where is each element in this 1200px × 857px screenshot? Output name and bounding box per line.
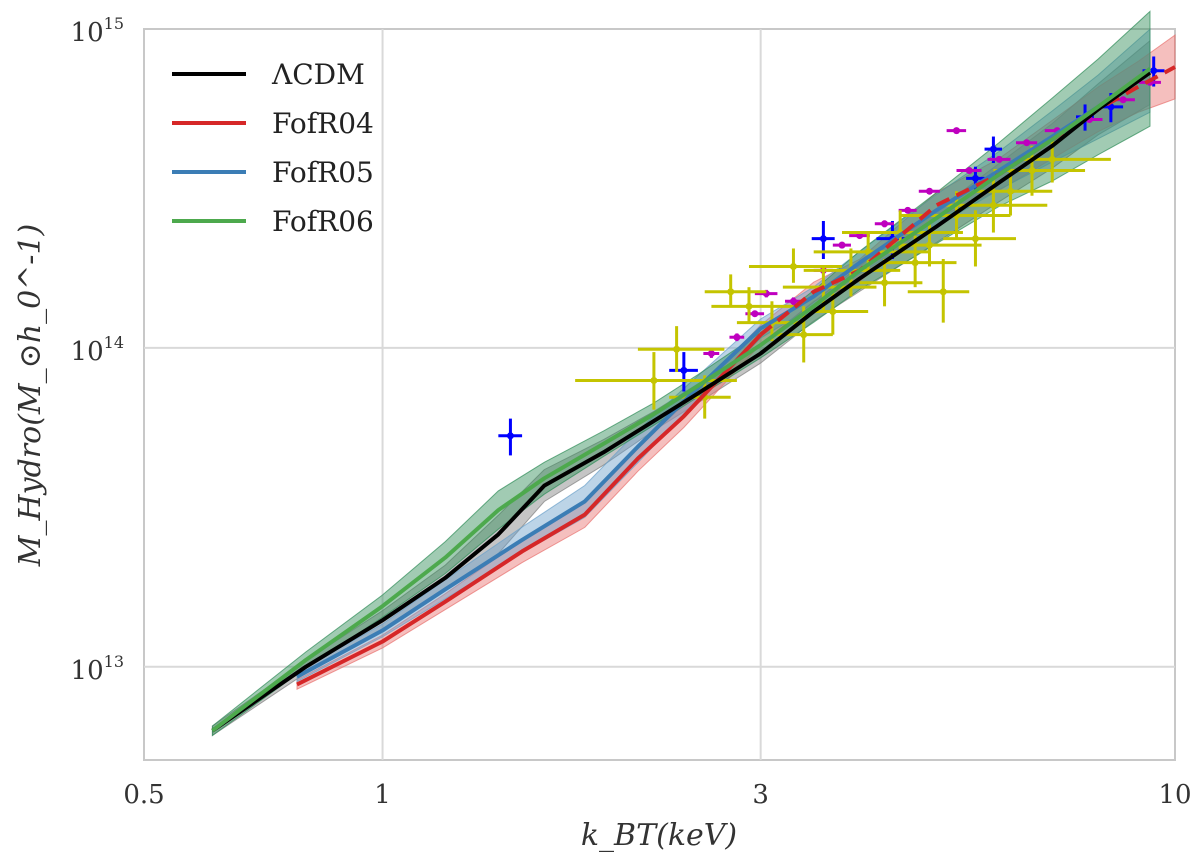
data-point: [898, 206, 917, 214]
data-point-marker: [881, 220, 889, 228]
data-point: [637, 326, 725, 373]
legend-item: FofR04: [172, 107, 374, 140]
x-tick-labels: 0.5 1 3 10: [123, 780, 1191, 810]
data-point: [729, 333, 745, 342]
data-point-marker: [995, 155, 1003, 163]
data-point-marker: [789, 262, 797, 270]
data-point: [748, 248, 842, 283]
data-point-marker: [904, 206, 912, 214]
data-point: [859, 258, 923, 307]
y-tick-label: 1014: [71, 333, 124, 367]
data-point-marker: [881, 279, 889, 287]
y-axis-label: M_Hydro(M_⊙h_0^-1): [13, 224, 48, 567]
data-point-marker: [1023, 139, 1031, 147]
data-point-marker: [650, 377, 658, 385]
data-point: [874, 220, 895, 228]
legend-item: FofR06: [172, 205, 374, 238]
data-point: [918, 187, 940, 195]
legend-item: FofR05: [172, 156, 374, 189]
data-point: [956, 166, 982, 174]
data-point-marker: [707, 350, 715, 358]
data-point-marker: [953, 127, 961, 135]
x-tick-label: 10: [1158, 780, 1191, 810]
data-point-marker: [673, 345, 681, 353]
data-point-marker: [925, 241, 933, 249]
data-point-marker: [971, 235, 979, 243]
data-point-marker: [1028, 166, 1036, 174]
series-line: [211, 70, 1152, 733]
data-point-marker: [733, 333, 741, 341]
data-point: [498, 418, 523, 456]
data-point: [669, 352, 698, 392]
x-tick-label: 3: [752, 780, 769, 810]
data-point: [1015, 139, 1038, 147]
y-axis-title: M_Hydro(M_⊙h_0^-1): [13, 224, 48, 567]
data-point-marker: [1119, 96, 1127, 104]
data-point-marker: [1006, 187, 1014, 195]
series-line: [296, 333, 763, 687]
x-axis-label: k_BT(keV): [581, 818, 737, 853]
series-line: [296, 69, 1152, 679]
data-point-marker: [745, 302, 753, 310]
data-point: [832, 241, 851, 249]
data-point: [984, 136, 1003, 163]
data-point: [946, 127, 967, 135]
data-point-marker: [727, 288, 735, 296]
legend: ΛCDM FofR04 FofR05 FofR06: [172, 58, 374, 238]
legend-label: FofR05: [272, 156, 374, 189]
data-point-marker: [800, 331, 808, 339]
data-point-marker: [751, 310, 759, 318]
data-point: [704, 274, 767, 307]
data-point-marker: [1048, 155, 1056, 163]
y-tick-label: 1013: [71, 652, 124, 686]
data-point: [711, 287, 794, 323]
data-point-marker: [965, 166, 973, 174]
data-point-marker: [829, 308, 837, 316]
data-point-marker: [789, 297, 797, 305]
data-point-marker: [1150, 67, 1158, 75]
x-axis-title: k_BT(keV): [581, 818, 737, 853]
data-point-marker: [989, 145, 997, 153]
data-point-marker: [838, 241, 846, 249]
legend-item: ΛCDM: [172, 58, 365, 91]
y-tick-label: 1015: [71, 14, 124, 48]
legend-label: FofR06: [272, 205, 374, 238]
data-point: [907, 258, 970, 323]
data-point-marker: [680, 366, 688, 374]
data-point-marker: [911, 259, 919, 267]
data-point-marker: [925, 187, 933, 195]
y-tick-labels: 1013 1014 1015: [71, 14, 124, 686]
legend-label: ΛCDM: [271, 58, 365, 91]
data-point-marker: [939, 288, 947, 296]
data-point: [575, 352, 737, 410]
data-point: [884, 220, 982, 267]
series-lines: [211, 65, 1176, 733]
data-point: [943, 210, 1016, 267]
legend-label: FofR04: [272, 107, 374, 140]
x-tick-label: 0.5: [123, 780, 164, 810]
plot-area: [143, 28, 1176, 761]
data-point-marker: [819, 235, 827, 243]
series-line: [211, 67, 1152, 733]
data-point: [987, 155, 1011, 163]
x-tick-label: 1: [374, 780, 391, 810]
data-point-marker: [989, 201, 997, 209]
data-point-marker: [971, 174, 979, 182]
data-point-marker: [506, 432, 514, 440]
